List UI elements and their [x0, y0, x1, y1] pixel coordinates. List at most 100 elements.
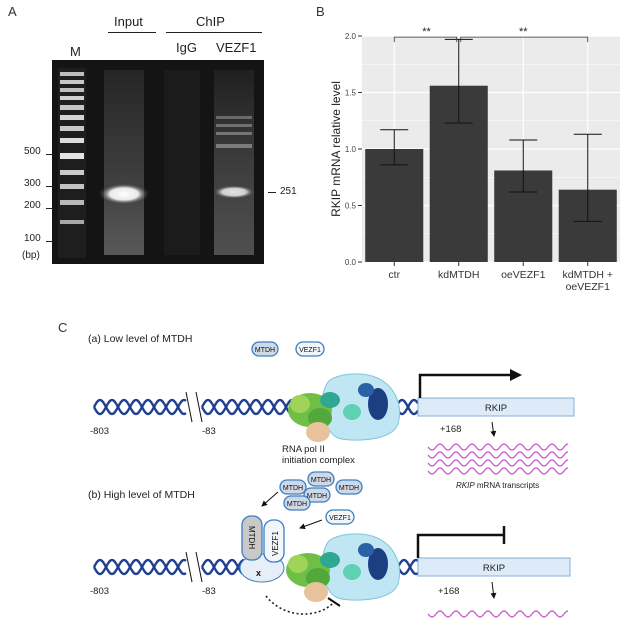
y-tick-label: 2.0	[345, 32, 357, 41]
x-tick-label: oeVEZF1	[566, 281, 611, 293]
ladder-tick-200	[46, 208, 54, 209]
mrna-wave	[427, 451, 569, 459]
sig-bracket-2	[460, 36, 589, 43]
position-83-low: -83	[202, 426, 216, 437]
mrna-wave	[427, 610, 569, 618]
arrow-vezf1-bind-icon	[299, 519, 323, 530]
dna-strand	[200, 398, 302, 416]
mtdh-vezf1-bound-complex	[239, 515, 285, 583]
y-tick-label: 1.0	[345, 145, 357, 154]
y-axis-label: RKIP mRNA relative level	[329, 81, 343, 217]
dna-helix-low	[92, 398, 419, 416]
low-level-title: (a) Low level of MTDH	[88, 333, 193, 345]
band-tick-251	[268, 192, 276, 193]
ladder-unit-bp: (bp)	[22, 250, 40, 261]
mtdh-text-2: MTDH	[311, 477, 331, 484]
dna-strand	[92, 398, 187, 416]
mtdh-text-low: MTDH	[255, 347, 275, 354]
ladder-label-300: 300	[24, 178, 41, 189]
mtdh-pill-low	[251, 341, 279, 357]
dna-strand	[396, 558, 419, 576]
vezf1-text-low: VEZF1	[299, 347, 321, 354]
gel-header-chip: ChIP	[196, 14, 225, 29]
dna-strand	[200, 558, 245, 576]
mtdh-pill-1	[279, 479, 307, 495]
ladder-tick-100	[46, 241, 54, 242]
gel-header-input: Input	[114, 14, 143, 29]
gel-header-chip-line	[166, 32, 262, 33]
transcripts-label: RKIP mRNA transcripts	[456, 481, 539, 490]
transcription-arrow-icon	[418, 373, 512, 398]
mrna-wave	[427, 459, 569, 467]
gel-image	[52, 60, 264, 264]
ladder-label-100: 100	[24, 233, 41, 244]
blocked-transcription-icon	[416, 533, 504, 558]
mtdh-pill-3	[303, 487, 331, 503]
vezf1-text-high: VEZF1	[329, 515, 351, 522]
mtdh-text-4: MTDH	[339, 485, 359, 492]
mtdh-text-1: MTDH	[283, 485, 303, 492]
panel-c-label: C	[58, 320, 68, 335]
vezf1-pill-low	[295, 341, 325, 357]
recruitment-dotted-arrow-icon	[265, 595, 335, 615]
band-label-251: 251	[280, 186, 297, 197]
arrow-down-high-icon	[490, 581, 497, 599]
mtdh-pill-4	[335, 479, 363, 495]
mrna-transcripts-low	[427, 443, 569, 475]
mtdh-text-5: MTDH	[287, 501, 307, 508]
bound-vezf1-text: VEZF1	[271, 531, 280, 556]
dna-strand	[200, 558, 245, 576]
dna-strand	[394, 398, 419, 416]
position-83-high: -83	[202, 586, 216, 597]
sig-label: **	[519, 26, 528, 38]
dna-strand	[200, 398, 302, 416]
position-803-high: -803	[90, 586, 109, 597]
arrow-down-low-icon	[490, 421, 497, 437]
position-803-low: -803	[90, 426, 109, 437]
rkip-text-high: RKIP	[483, 563, 505, 574]
dna-break-low-icon	[185, 391, 203, 423]
rna-pol-ii-complex-high	[286, 533, 400, 602]
x-tick-label: kdMTDH +	[563, 269, 613, 281]
dna-helix-high	[92, 558, 419, 576]
gel-header-marker: M	[70, 44, 81, 59]
ladder-tick-300	[46, 186, 54, 187]
x-mark: x	[256, 568, 261, 578]
mtdh-pill-5	[283, 495, 311, 511]
sig-label: **	[422, 26, 431, 38]
dna-strand	[92, 558, 187, 576]
vezf1-pill-high	[325, 509, 355, 525]
gel-header-vezf1: VEZF1	[216, 40, 257, 55]
ladder-label-200: 200	[24, 200, 41, 211]
ladder-tick-500	[46, 154, 54, 155]
mrna-wave	[427, 467, 569, 475]
pol-label-line2: initiation complex	[282, 455, 355, 466]
dna-break-high-icon	[185, 551, 203, 583]
position-168-high: +168	[438, 586, 459, 597]
panel-a-label: A	[8, 4, 17, 19]
rna-pol-ii-complex-low	[288, 373, 400, 442]
y-tick-label: 1.5	[345, 89, 357, 98]
sig-bracket-1	[393, 36, 458, 43]
x-tick-label: oeVEZF1	[501, 269, 546, 281]
mrna-wave	[427, 443, 569, 451]
rkip-gene-box-low	[417, 397, 575, 417]
bar-chart: ctr kdMTDH oeVEZF1 kdMTDH +oeVEZF10.00.51.0…	[329, 26, 620, 293]
gel-header-input-line	[108, 32, 156, 33]
dna-strand	[92, 398, 187, 416]
position-168-low: +168	[440, 424, 461, 435]
bound-mtdh-text: MTDH	[247, 526, 256, 549]
high-level-title: (b) High level of MTDH	[88, 489, 195, 501]
rkip-gene-box-high	[417, 557, 571, 577]
mechanism-schematic: MTDH VEZF1 MTDH MTDH MTDH MTDH MTDH VEZF…	[90, 341, 575, 618]
y-tick-label: 0.5	[345, 202, 357, 211]
dna-strand	[92, 558, 187, 576]
mrna-transcripts-high	[427, 610, 569, 618]
arrow-mtdh-bind-icon	[261, 491, 279, 507]
ladder-label-500: 500	[24, 146, 41, 157]
bar	[365, 149, 424, 262]
marker-lane	[58, 68, 86, 258]
x-tick-label: kdMTDH	[438, 269, 479, 281]
y-tick-label: 0.0	[345, 258, 357, 267]
panel-b-label: B	[316, 4, 325, 19]
